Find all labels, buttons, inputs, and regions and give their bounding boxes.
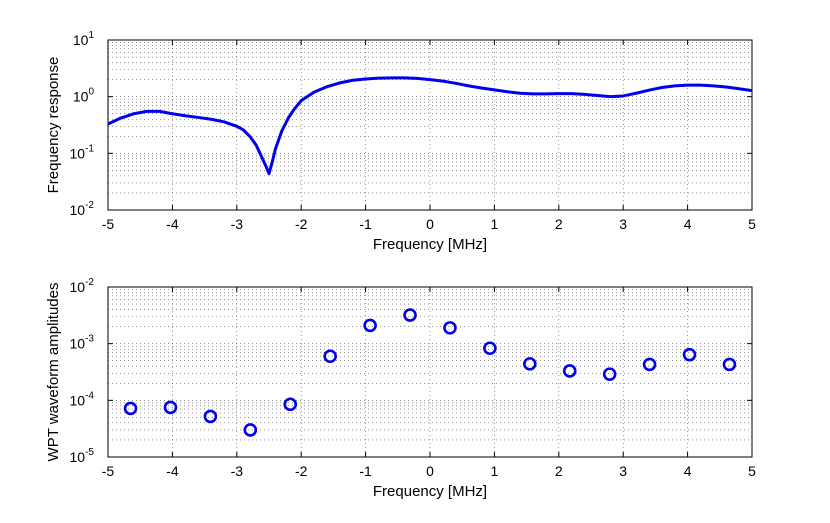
x-tick-label: 1 (491, 216, 499, 232)
top-ticks: -5 -4 -3 -2 -1 0 1 2 3 4 5 10-2 10-1 100 101 (70, 30, 757, 232)
x-tick-label: -4 (166, 463, 179, 479)
data-point (483, 341, 497, 356)
y-tick-label: 10-1 (70, 143, 95, 161)
x-tick-label: 4 (684, 463, 692, 479)
data-point (203, 409, 218, 424)
bottom-x-axis-label: Frequency [MHz] (373, 483, 487, 500)
x-tick-label: 0 (426, 463, 434, 479)
bottom-grid (108, 287, 752, 457)
y-tick-label: 100 (73, 87, 95, 105)
y-tick-label: 10-4 (70, 390, 95, 408)
y-tick-label: 10-5 (70, 447, 95, 465)
x-tick-label: -5 (102, 463, 115, 479)
x-tick-label: 2 (555, 463, 563, 479)
x-tick-label: -1 (359, 463, 372, 479)
y-tick-label: 10-2 (70, 200, 95, 218)
data-point (323, 349, 337, 364)
data-point (642, 357, 657, 372)
data-point (562, 364, 577, 378)
top-grid (108, 40, 752, 210)
x-tick-label: -3 (231, 463, 244, 479)
x-tick-label: -4 (166, 216, 179, 232)
x-tick-label: -1 (359, 216, 372, 232)
x-tick-label: 1 (491, 463, 499, 479)
bottom-marks (123, 308, 737, 437)
bottom-y-axis-label: WPT waveform amplitudes (45, 283, 62, 462)
top-chart: -5 -4 -3 -2 -1 0 1 2 3 4 5 10-2 10-1 100 101 Frequency… (45, 30, 756, 253)
x-tick-label: 5 (748, 463, 756, 479)
data-point (602, 367, 617, 381)
data-point (243, 423, 258, 437)
data-point (722, 357, 737, 372)
data-point (523, 357, 537, 371)
data-point (283, 397, 298, 412)
x-tick-label: 2 (555, 216, 563, 232)
top-marks (107, 76, 753, 176)
y-tick-label: 10-3 (70, 334, 95, 352)
x-tick-label: 4 (684, 216, 692, 232)
bottom-chart: -5 -4 -3 -2 -1 0 1 2 3 4 5 10-5 10-4 10-3 10-2 Frequen… (45, 277, 756, 500)
y-tick-label: 101 (73, 30, 95, 48)
x-tick-label: -5 (102, 216, 115, 232)
bottom-ticks: -5 -4 -3 -2 -1 0 1 2 3 4 5 10-5 10-4 10-3 10-2 (70, 277, 757, 479)
data-point (123, 401, 138, 416)
top-y-axis-label: Frequency response (45, 57, 62, 194)
data-point (363, 318, 377, 333)
series-line (107, 76, 753, 176)
data-point (163, 400, 178, 415)
data-point (443, 321, 457, 335)
data-point (403, 308, 417, 322)
x-tick-label: -2 (295, 463, 308, 479)
x-tick-label: -3 (231, 216, 244, 232)
x-tick-label: 3 (619, 463, 627, 479)
data-point (682, 347, 697, 362)
x-tick-label: -2 (295, 216, 308, 232)
x-tick-label: 0 (426, 216, 434, 232)
x-tick-label: 5 (748, 216, 756, 232)
x-tick-label: 3 (619, 216, 627, 232)
top-x-axis-label: Frequency [MHz] (373, 236, 487, 253)
y-tick-label: 10-2 (70, 277, 95, 295)
